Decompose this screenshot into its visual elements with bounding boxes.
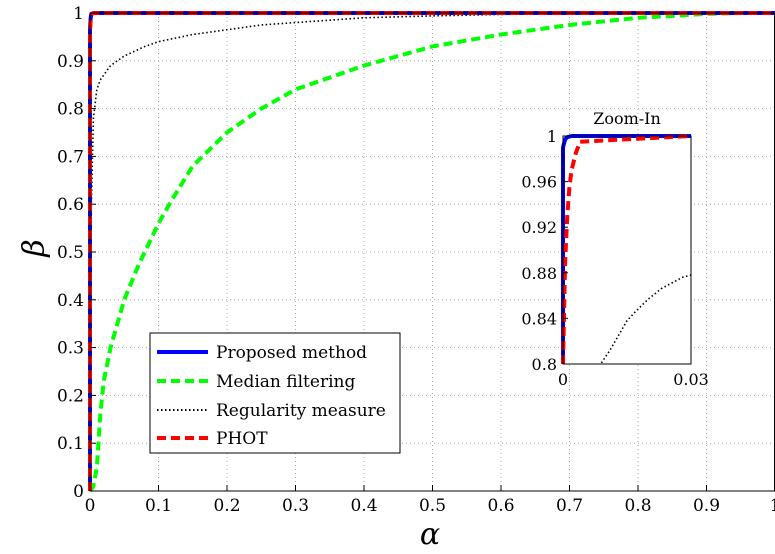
- y-tick-label: 0.9: [57, 52, 84, 72]
- legend-label-median-filtering: Median filtering: [216, 372, 355, 392]
- y-tick-label: 0: [73, 482, 84, 502]
- y-tick-label: 0.5: [57, 243, 84, 263]
- legend-label-proposed-method: Proposed method: [216, 343, 367, 363]
- series-line-median-filtering: [88, 11, 775, 493]
- inset-x-tick-label: 0.03: [673, 370, 709, 389]
- inset-y-tick-label: 0.88: [521, 264, 557, 283]
- inset-frame: [562, 135, 692, 365]
- zoom-inset: Zoom-In 0.8 0.84 0.88 0.92 0.96 1 0 0.03: [521, 109, 708, 389]
- x-tick-label: 0.9: [693, 496, 720, 516]
- x-tick-label: 0.5: [419, 496, 446, 516]
- inset-x-tick-label: 0: [558, 370, 568, 389]
- x-tick-label: 1: [770, 496, 775, 516]
- y-tick-label: 0.4: [57, 291, 84, 311]
- inset-background: [563, 136, 691, 364]
- inset-y-tick-label: 1: [547, 127, 557, 146]
- y-tick-label: 0.8: [57, 100, 84, 120]
- x-tick-label: 0.1: [145, 496, 172, 516]
- y-tick-label: 0.6: [57, 195, 84, 215]
- y-tick-label: 0.7: [57, 147, 84, 167]
- inset-y-tick-label: 0.92: [521, 218, 557, 237]
- inset-y-tick-label: 0.96: [521, 173, 557, 192]
- x-tick-label: 0.8: [624, 496, 651, 516]
- y-tick-label: 1: [73, 4, 84, 24]
- main-ticks: 0 0.1 0.2 0.3 0.4 0.5 0.6 0.7 0.8 0.9 1 0 0.1 0.2 0.3 0…: [57, 4, 775, 516]
- legend-label-regularity-measure: Regularity measure: [216, 401, 386, 421]
- inset-series-line-phot: [561, 134, 692, 365]
- x-tick-label: 0.6: [487, 496, 514, 516]
- y-tick-label: 0.1: [57, 434, 84, 454]
- y-axis-label: β: [17, 239, 52, 257]
- y-tick-label: 0.3: [57, 339, 84, 359]
- x-tick-label: 0.3: [282, 496, 309, 516]
- legend-label-phot: PHOT: [216, 429, 268, 449]
- inset-ticks: 0.8 0.84 0.88 0.92 0.96 1 0 0.03: [521, 127, 708, 389]
- x-tick-label: 0.2: [213, 496, 240, 516]
- legend: Proposed method Median filtering Regular…: [149, 332, 401, 454]
- y-tick-label: 0.2: [57, 386, 84, 406]
- x-tick-label: 0.7: [556, 496, 583, 516]
- inset-y-tick-label: 0.84: [521, 309, 557, 328]
- inset-title: Zoom-In: [593, 109, 661, 128]
- x-tick-label: 0: [85, 496, 96, 516]
- inset-y-tick-label: 0.8: [532, 355, 557, 374]
- x-axis-label: α: [420, 517, 440, 550]
- x-tick-label: 0.4: [350, 496, 377, 516]
